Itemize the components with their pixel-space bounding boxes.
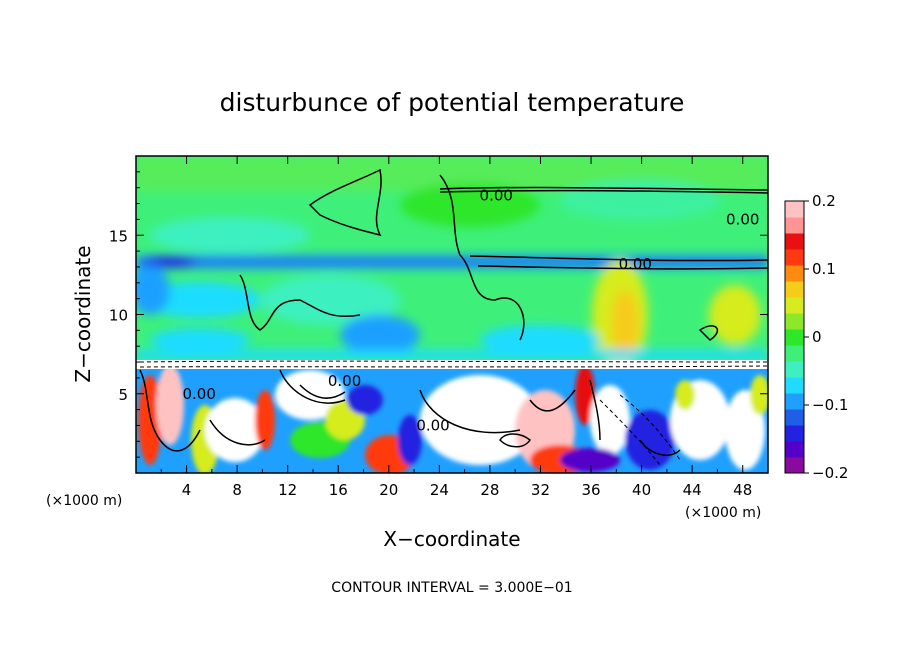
y-tick-label: 10: [109, 307, 128, 325]
x-tick-label: 4: [182, 481, 192, 499]
field-interface-band: [136, 360, 768, 369]
contour-label: 0.00: [182, 385, 215, 403]
colorbar-swatch: [785, 441, 804, 458]
contour-label: 0.00: [726, 210, 759, 228]
contour-label: 0.00: [619, 255, 652, 273]
colorbar-tick-label: −0.1: [812, 396, 848, 414]
x-tick-label: 36: [581, 481, 600, 499]
colorbar-swatch: [785, 233, 804, 250]
colorbar-swatch: [785, 297, 804, 314]
x-tick-label: 32: [531, 481, 550, 499]
colorbar-swatch: [785, 393, 804, 410]
y-tick-label: 5: [118, 386, 128, 404]
colorbar-swatch: [785, 409, 804, 426]
colorbar-tick-label: 0.2: [812, 192, 836, 210]
x-scale-label-left: (×1000 m): [46, 493, 122, 509]
colorbar: [785, 201, 804, 474]
x-scale-label-right: (×1000 m): [685, 505, 761, 521]
colorbar-swatch: [785, 249, 804, 266]
colorbar-tick-label: 0.1: [812, 260, 836, 278]
colorbar-swatch: [785, 425, 804, 442]
y-axis: 5 10 15: [109, 171, 768, 458]
colorbar-swatch: [785, 265, 804, 282]
colorbar-tick-label: 0: [812, 328, 822, 346]
colorbar-swatch: [785, 201, 804, 218]
x-tick-label: 28: [480, 481, 499, 499]
field-upper-blobs: [136, 156, 768, 370]
x-tick-label: 16: [329, 481, 348, 499]
y-tick-label: 15: [109, 227, 128, 245]
colorbar-swatch: [785, 377, 804, 394]
x-tick-label: 48: [733, 481, 752, 499]
y-axis-label: Z−coordinate: [71, 245, 95, 382]
colorbar-tick-label: −0.2: [812, 464, 848, 482]
heatmap-field: [136, 156, 768, 473]
colorbar-ticks: 0.2 0.1 0 −0.1 −0.2: [804, 192, 848, 482]
contour-lines-negative: [139, 360, 768, 466]
x-tick-label: 40: [632, 481, 651, 499]
contour-label: 0.00: [480, 187, 513, 205]
x-tick-label: 12: [278, 481, 297, 499]
contour-interval-note: CONTOUR INTERVAL = 3.000E−01: [331, 580, 572, 596]
x-tick-label: 8: [232, 481, 242, 499]
colorbar-swatch: [785, 457, 804, 474]
contour-label: 0.00: [328, 372, 361, 390]
contour-lines: [139, 168, 768, 456]
colorbar-swatch: [785, 313, 804, 330]
colorbar-swatch: [785, 217, 804, 234]
contour-labels: 0.00 0.00 0.00 0.00 0.00 0.00: [182, 187, 759, 435]
x-tick-label: 24: [430, 481, 449, 499]
contour-label: 0.00: [416, 416, 449, 434]
chart-title: disturbunce of potential temperature: [220, 88, 685, 117]
colorbar-swatch: [785, 361, 804, 378]
colorbar-swatch: [785, 329, 804, 346]
x-axis: 4 8 12 16 20 24 28 32 36 40 44 48: [160, 156, 752, 499]
colorbar-swatch: [785, 345, 804, 362]
x-tick-label: 44: [683, 481, 702, 499]
x-axis-label: X−coordinate: [383, 527, 520, 551]
colorbar-swatch: [785, 281, 804, 298]
x-tick-label: 20: [379, 481, 398, 499]
